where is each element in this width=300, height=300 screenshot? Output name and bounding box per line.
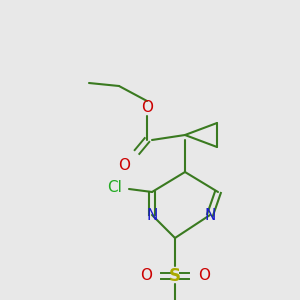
Text: N: N	[146, 208, 158, 223]
Text: N: N	[204, 208, 216, 223]
Text: O: O	[118, 158, 130, 172]
Text: O: O	[140, 268, 152, 284]
Text: O: O	[141, 100, 153, 116]
Text: S: S	[169, 267, 181, 285]
Text: O: O	[198, 268, 210, 284]
Text: Cl: Cl	[108, 179, 122, 194]
